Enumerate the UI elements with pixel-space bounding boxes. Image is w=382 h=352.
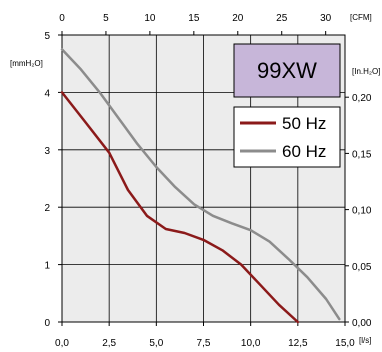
y-left-tick-label: 2 [44,203,50,214]
x-bottom-tick-label: 12,5 [288,338,308,349]
legend-label-50hz: 50 Hz [282,114,326,133]
y-left-tick-label: 3 [44,146,50,157]
x-bottom-tick-label: 7,5 [197,338,211,349]
y-right-tick-label: 0,20 [352,93,372,104]
y-left-tick-label: 1 [44,261,50,272]
x-top-tick-label: 25 [276,13,288,24]
x-top-tick-label: 30 [320,13,332,24]
x-bottom-tick-label: 0,0 [55,338,69,349]
y-left-tick-label: 4 [44,88,50,99]
unit-label-bottom: [l/s] [359,336,371,345]
unit-label-right: [In.H₂O] [352,67,380,76]
y-right-tick-label: 0,15 [352,149,372,160]
series-line-60hz [60,48,341,321]
model-label-box [233,43,341,98]
x-bottom-tick-label: 5,0 [149,338,163,349]
x-top-tick-label: 5 [103,13,109,24]
series-lines [60,48,341,324]
unit-label-top: [CFM] [350,13,372,22]
x-bottom-tick-label: 10,0 [241,338,261,349]
y-left-tick-label: 5 [44,31,50,42]
legend-label-60hz: 60 Hz [282,142,326,161]
y-left-tick-label: 0 [44,318,50,329]
y-right-tick-label: 0,00 [352,318,372,329]
x-top-tick-label: 0 [59,13,65,24]
unit-label-left: [mmH₂O] [10,59,43,68]
series-line-50hz [60,91,300,324]
y-right-tick-label: 0,05 [352,262,372,273]
model-label: 99XW [257,58,317,83]
x-top-tick-label: 20 [232,13,244,24]
axis-ticks: 0,0 2,5 5,0 7,5 10,0 12,5 15,00 5 10 15 20 25 300123… [44,13,371,349]
x-bottom-tick-label: 2,5 [102,338,116,349]
y-right-tick-label: 0,10 [352,206,372,217]
legend-box [233,106,341,168]
x-top-tick-label: 15 [188,13,200,24]
x-bottom-tick-label: 15,0 [335,338,355,349]
x-top-tick-label: 10 [144,13,156,24]
